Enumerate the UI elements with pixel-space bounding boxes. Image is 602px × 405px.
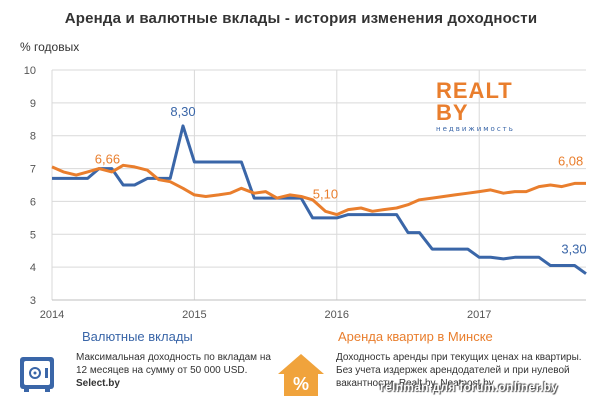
deposits-source: Select.by — [76, 378, 120, 389]
legend-rent-description: Доходность аренды при текущих ценах на к… — [336, 352, 582, 389]
series-line-rent — [51, 163, 586, 217]
svg-text:%: % — [293, 374, 309, 394]
y-tick-label: 8 — [30, 131, 36, 143]
house-percent-icon: % — [276, 352, 326, 398]
x-tick-label: 2016 — [325, 309, 349, 321]
data-label: 5,10 — [313, 187, 338, 202]
logo-subtitle: недвижимость — [436, 125, 515, 133]
y-tick-label: 5 — [30, 229, 36, 241]
logo-text: REALT BY — [436, 78, 513, 125]
legend-deposits-title: Валютные вклады — [82, 329, 193, 344]
y-tick-label: 9 — [30, 98, 36, 110]
y-tick-label: 4 — [30, 262, 36, 274]
watermark: relnman для forum.onliner.by — [380, 380, 558, 394]
data-label: 8,30 — [170, 104, 195, 119]
legend-deposits-description: Максимальная доходность по вкладам на 12… — [76, 351, 276, 390]
data-label: 3,30 — [561, 242, 586, 257]
series-line-deposits — [52, 124, 587, 275]
deposits-description-text: Максимальная доходность по вкладам на 12… — [76, 352, 271, 376]
y-tick-label: 7 — [30, 164, 36, 176]
y-tick-label: 3 — [30, 295, 36, 307]
y-tick-label: 6 — [30, 196, 36, 208]
y-axis-unit-label: % годовых — [20, 40, 80, 54]
y-tick-label: 10 — [24, 65, 36, 77]
data-label: 6,66 — [95, 152, 120, 167]
chart-title: Аренда и валютные вклады - история измен… — [64, 10, 538, 27]
x-tick-label: 2017 — [467, 309, 491, 321]
legend-rent-title: Аренда квартир в Минске — [338, 329, 493, 344]
realt-logo: REALT BY недвижимость — [436, 78, 538, 134]
x-tick-label: 2015 — [182, 309, 206, 321]
safe-icon — [18, 354, 58, 394]
x-tick-label: 2014 — [40, 309, 64, 321]
data-label: 6,08 — [558, 153, 583, 168]
